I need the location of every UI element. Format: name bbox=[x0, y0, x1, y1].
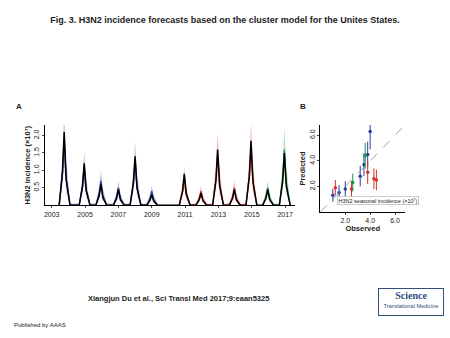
svg-text:4.0: 4.0 bbox=[365, 217, 375, 224]
svg-text:2.0: 2.0 bbox=[309, 180, 316, 190]
svg-text:6.0: 6.0 bbox=[309, 129, 316, 139]
svg-text:2011: 2011 bbox=[178, 211, 193, 218]
svg-text:H3N2 seasonal incidence (×10⁷): H3N2 seasonal incidence (×10⁷) bbox=[339, 198, 418, 204]
svg-text:2007: 2007 bbox=[111, 211, 127, 218]
html-text:Published by AAAS: Published by AAAS bbox=[14, 322, 66, 328]
html-text:Fig. 3. H3N2 incidence forecas: Fig. 3. H3N2 incidence forecasts based o… bbox=[50, 15, 400, 25]
svg-text:1.5: 1.5 bbox=[33, 147, 40, 157]
svg-text:2003: 2003 bbox=[44, 211, 60, 218]
svg-text:4.0: 4.0 bbox=[309, 155, 316, 165]
svg-text:B: B bbox=[300, 102, 306, 111]
svg-text:1.0: 1.0 bbox=[33, 164, 40, 174]
html-text:Science: Science bbox=[395, 290, 427, 301]
svg-text:2009: 2009 bbox=[144, 211, 160, 218]
svg-text:0.5: 0.5 bbox=[33, 182, 40, 192]
svg-text:6.0: 6.0 bbox=[390, 217, 400, 224]
svg-text:H3N2 incidence (×10⁷): H3N2 incidence (×10⁷) bbox=[23, 125, 32, 204]
svg-text:2.0: 2.0 bbox=[33, 129, 40, 139]
html-text:Xiangjun Du et al., Sci Transl: Xiangjun Du et al., Sci Transl Med 2017;… bbox=[88, 294, 270, 303]
svg-text:2015: 2015 bbox=[244, 211, 260, 218]
svg-text:2017: 2017 bbox=[277, 211, 293, 218]
svg-text:Predicted: Predicted bbox=[298, 151, 307, 186]
svg-text:2005: 2005 bbox=[77, 211, 93, 218]
svg-text:2.0: 2.0 bbox=[340, 217, 350, 224]
html-text:Translational Medicine: Translational Medicine bbox=[383, 303, 439, 309]
svg-text:Observed: Observed bbox=[345, 224, 380, 233]
svg-text:A: A bbox=[16, 102, 22, 111]
svg-text:2013: 2013 bbox=[211, 211, 227, 218]
